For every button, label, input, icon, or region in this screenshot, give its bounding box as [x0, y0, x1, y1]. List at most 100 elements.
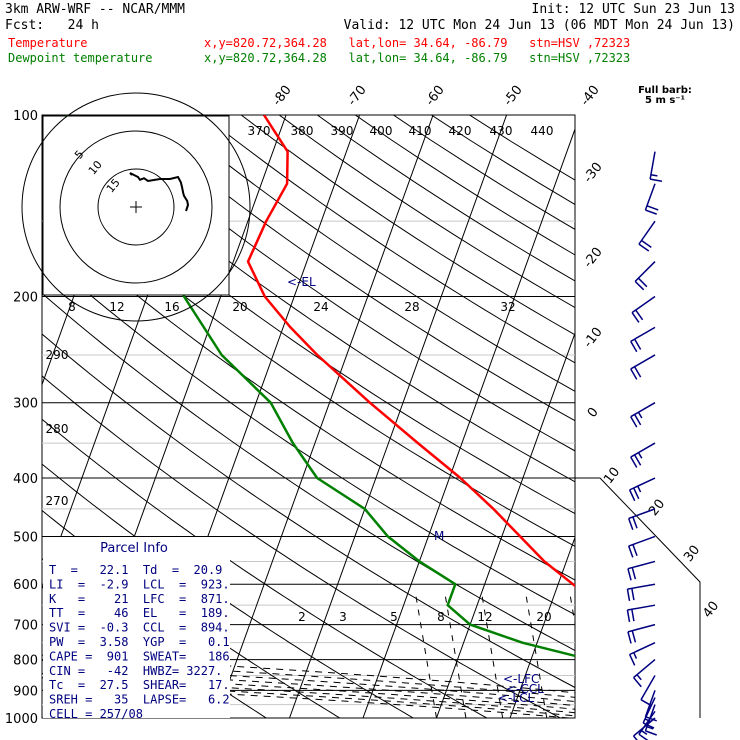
parcel-info-title: Parcel Info [100, 541, 168, 556]
barb-scale-units: 5 m s⁻¹ [645, 95, 685, 106]
moist-adiabat-line [42, 669, 575, 707]
wind-barb [640, 675, 656, 707]
theta-label: 420 [449, 124, 472, 138]
parcel-info-row: CIN = -42 HWBZ= 3227. [49, 664, 222, 678]
isotherm-line [657, 115, 740, 718]
wind-barb-flag [644, 718, 652, 723]
pressure-tick-label: 500 [13, 530, 38, 545]
isotherm-label: 40 [700, 599, 722, 621]
theta-label: 440 [531, 124, 554, 138]
hodograph-ring [97, 168, 175, 246]
wind-barb [634, 261, 656, 291]
isotherm-label: -20 [581, 245, 606, 271]
wind-barb-flag [645, 716, 657, 722]
theta-label: 370 [248, 124, 271, 138]
parcel-info-row: K = 21 LFC = 871. [49, 592, 230, 606]
pressure-tick-label: 400 [13, 472, 38, 487]
wind-barb-shaft [630, 402, 656, 418]
wind-barb-flag [626, 588, 631, 602]
wind-barb-flag [650, 178, 663, 182]
dry-adiabat-line [88, 115, 575, 452]
dry-adiabat-line [42, 418, 488, 718]
parcel-info-row: SREH = 35 LAPSE= 6.2 [49, 693, 230, 707]
hodograph-axis-label: 16 [164, 300, 179, 314]
isotherm-line [289, 115, 508, 718]
hodograph-axis-label: 20 [232, 300, 247, 314]
wind-barb-flag [645, 730, 657, 736]
pressure-tick-label: 700 [13, 619, 38, 634]
isotherm-line [731, 115, 740, 718]
dry-adiabat-line [50, 115, 575, 483]
dry-adiabat-line [393, 115, 575, 230]
wind-barb-flag [636, 674, 642, 681]
isotherm-line [362, 127, 575, 718]
wind-barb-flag [633, 652, 638, 659]
dry-adiabat-line [431, 115, 575, 206]
wind-barb-flag [632, 677, 642, 688]
isotherm-line [436, 331, 575, 718]
temperature-line [246, 115, 575, 588]
valid-time: Valid: 12 UTC Mon 24 Jun 13 (06 MDT Mon … [344, 18, 735, 33]
dry-adiabat-line [42, 333, 575, 689]
wind-barb-flag [632, 735, 638, 740]
pressure-tick-label: 300 [13, 397, 38, 412]
wind-barb-flag [633, 454, 642, 466]
model-title: 3km ARW-WRF -- NCAR/MMM [5, 2, 185, 17]
pressure-tick-label: 600 [13, 578, 38, 593]
isotherm-label: 20 [646, 497, 668, 519]
isotherm-label: -80 [270, 83, 295, 109]
wind-barb-flag [630, 456, 638, 468]
dry-adiabat-label: 280 [46, 422, 69, 436]
hodograph-axis-label: 8 [68, 300, 76, 314]
dewpoint-legend: Dewpoint temperature [8, 51, 153, 65]
wind-barb-flag [632, 516, 638, 529]
level-marker-label: M [434, 529, 444, 543]
wind-barb [638, 220, 656, 252]
isotherm-label: -40 [578, 83, 603, 109]
wind-barb-flag [631, 588, 635, 601]
wind-barb-flag [628, 654, 636, 666]
isotherm-line [509, 535, 575, 718]
wind-barb-flag [638, 733, 649, 740]
mixing-ratio-line [525, 592, 548, 718]
forecast-hour: Fcst: 24 h [5, 18, 99, 33]
isotherm-label: -70 [345, 83, 370, 109]
dry-adiabat-label: 270 [46, 494, 69, 508]
theta-label: 430 [490, 124, 513, 138]
wind-barb-flag [637, 277, 648, 288]
hodograph-axis-label: 28 [404, 300, 419, 314]
isotherm-label: 0 [585, 405, 602, 421]
hodograph-axis-label: 32 [500, 300, 515, 314]
wind-barb-flag [628, 489, 636, 502]
wind-barb-shaft [628, 535, 656, 547]
dry-adiabat-line [42, 253, 575, 616]
isotherm-label: 30 [681, 543, 703, 565]
wind-barb [649, 151, 663, 182]
mixing-ratio-label: 8 [437, 610, 445, 624]
level-marker-label: <-CCL [506, 682, 544, 696]
wind-barb [628, 641, 656, 666]
moist-adiabat-line [42, 654, 575, 694]
wind-barb-shaft [644, 183, 656, 211]
level-marker-label: <-LFC [503, 672, 539, 686]
wind-barb-flag [631, 609, 635, 622]
dry-adiabat-line [42, 214, 575, 581]
dry-adiabat-line [42, 375, 562, 718]
mixing-ratio-label: 12 [477, 610, 492, 624]
parcel-info-row: LI = -2.9 LCL = 923. [49, 577, 230, 591]
pressure-tick-label: 200 [13, 291, 38, 306]
pressure-tick-label: 800 [13, 654, 38, 669]
wind-barb-flag [627, 545, 634, 558]
wind-barb-flag [641, 239, 652, 248]
wind-barb-shaft [629, 477, 656, 491]
parcel-info-box [43, 537, 230, 718]
wind-barb-flag [640, 699, 652, 707]
wind-barb-shaft [644, 690, 656, 717]
wind-barb-shaft [634, 261, 656, 282]
wind-barb-flag [631, 630, 637, 643]
isotherm-line [584, 115, 740, 718]
parcel-info-row: T = 22.1 Td = 20.9 [49, 563, 222, 577]
wind-barb-flag [627, 518, 634, 530]
parcel-info-row: SVI = -0.3 CCL = 894. [49, 621, 230, 635]
